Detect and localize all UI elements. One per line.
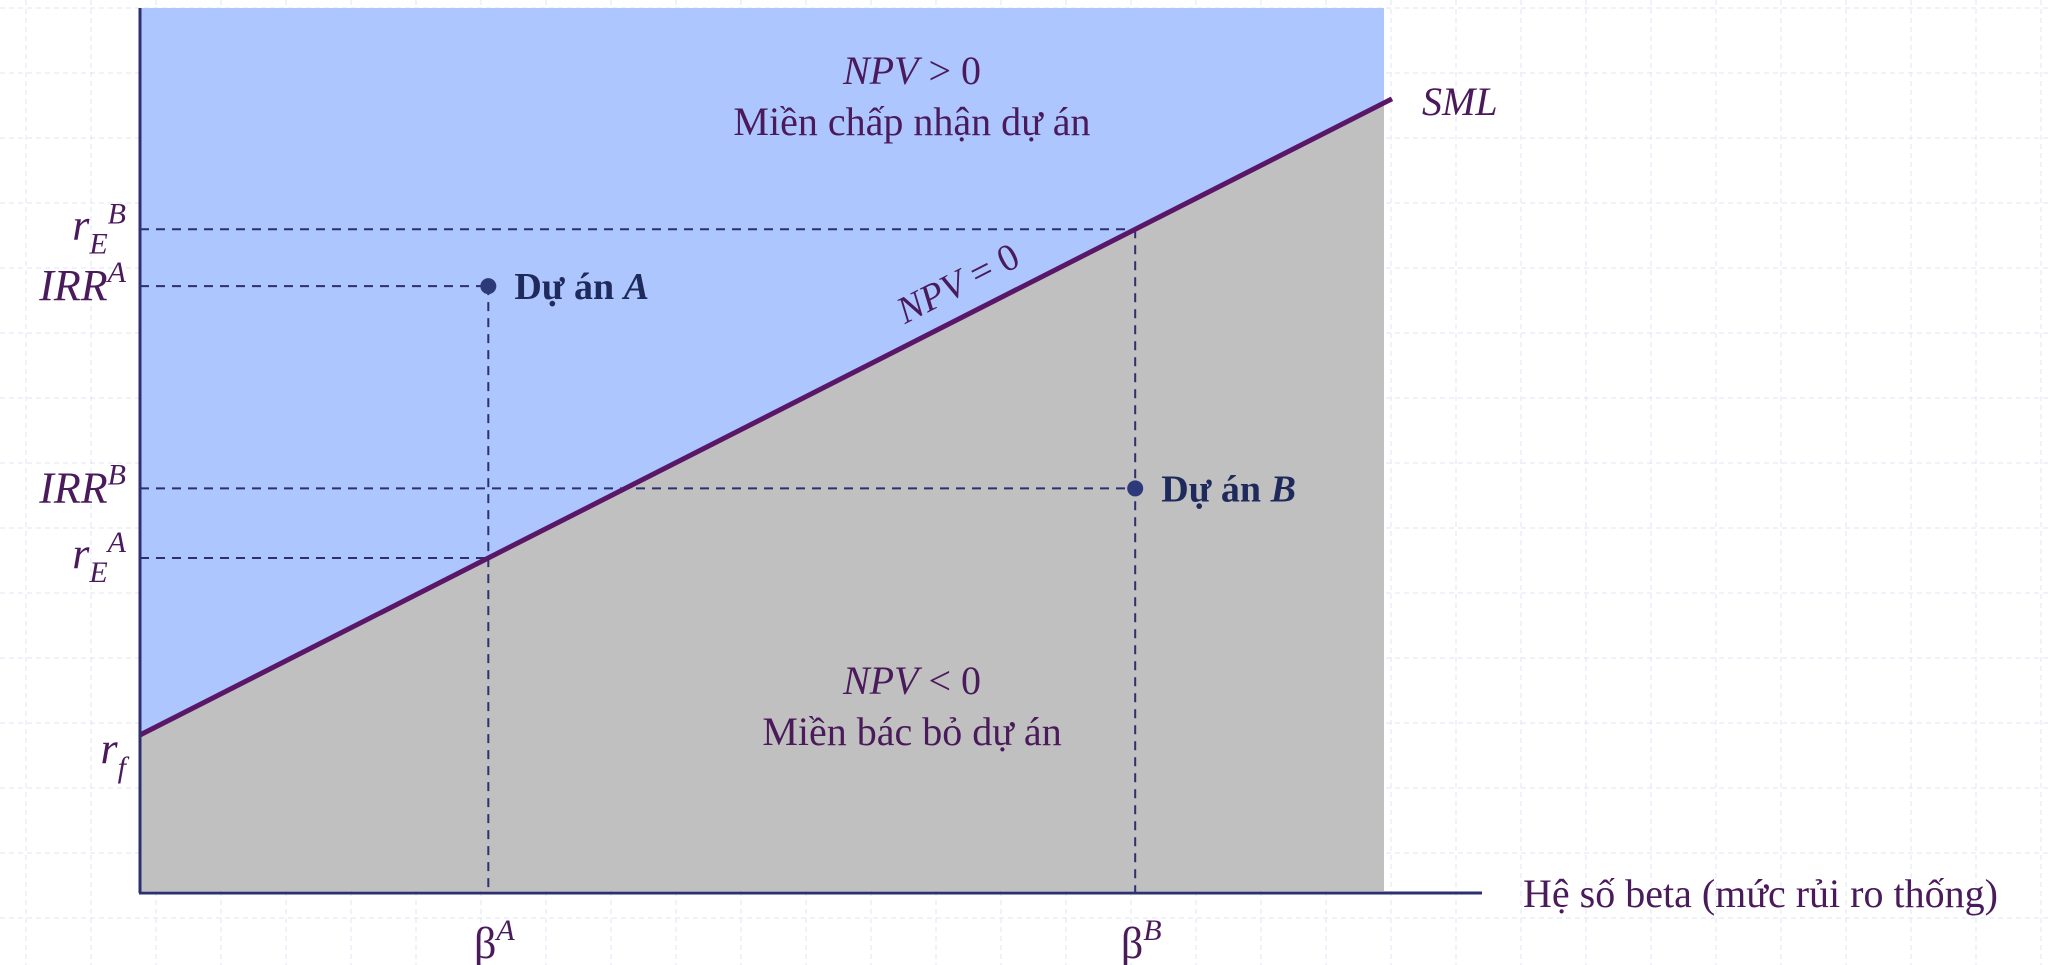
project-label-b: Dự án B	[1161, 468, 1296, 510]
accept-region-label: Miền chấp nhận dự án	[733, 99, 1090, 144]
irr-label-a: IRRA	[38, 256, 126, 310]
guide-lines	[140, 228, 1137, 893]
re-label-b: rEB	[72, 197, 126, 260]
sml-label: SML	[1422, 79, 1498, 124]
beta-label-a: βA	[474, 914, 515, 965]
irr-label-b: IRRB	[38, 458, 126, 512]
project-point-a	[480, 278, 497, 295]
reject-region-title: NPV < 0	[842, 658, 981, 703]
sml-line	[138, 96, 1394, 738]
re-label-a: rEA	[72, 526, 126, 589]
accept-region-title: NPV > 0	[842, 48, 981, 93]
data-marks: rf Dự án A IRRA rEA βA Dự án B IRRB rEB βB	[38, 197, 1296, 965]
x-axis-label: Hệ số beta (mức rủi ro thống)	[1523, 871, 1998, 916]
accept-region	[140, 8, 1384, 735]
rf-label: rf	[101, 724, 130, 784]
reject-region-label: Miền bác bỏ dự án	[762, 709, 1061, 754]
project-label-a: Dự án A	[514, 266, 649, 308]
beta-label-b: βB	[1121, 914, 1162, 965]
reject-region	[140, 102, 1384, 892]
project-point-b	[1127, 480, 1144, 497]
